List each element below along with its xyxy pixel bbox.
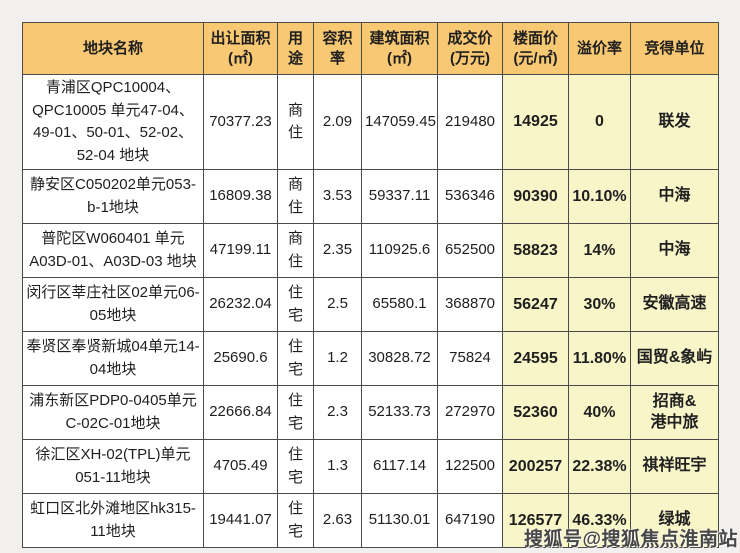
cell-winner: 中海	[630, 169, 719, 224]
table-header-row: 地块名称 出让面积 (㎡) 用途 容积率 建筑面积 (㎡) 成交价 (万元) 楼…	[22, 22, 719, 75]
cell-premium-rate: 40%	[568, 385, 631, 440]
cell-transfer-area: 25690.6	[203, 331, 278, 386]
header-cell-premium-rate: 溢价率	[568, 22, 631, 75]
cell-plot-ratio: 2.35	[313, 223, 362, 278]
table-row: 虹口区北外滩地区hk315-11地块 19441.07 住宅 2.63 5113…	[22, 493, 719, 548]
cell-deal-price: 368870	[437, 277, 503, 332]
cell-plot-ratio: 1.3	[313, 439, 362, 494]
cell-deal-price: 122500	[437, 439, 503, 494]
cell-transfer-area: 16809.38	[203, 169, 278, 224]
cell-building-area: 65580.1	[361, 277, 438, 332]
header-cell-transfer-area: 出让面积 (㎡)	[203, 22, 278, 75]
cell-premium-rate: 30%	[568, 277, 631, 332]
cell-plot-ratio: 2.63	[313, 493, 362, 548]
cell-plot-ratio: 2.3	[313, 385, 362, 440]
cell-floor-price: 56247	[502, 277, 569, 332]
cell-deal-price: 652500	[437, 223, 503, 278]
table-row: 青浦区QPC10004、QPC10005 单元47-04、49-01、50-01…	[22, 74, 719, 170]
cell-building-area: 147059.45	[361, 74, 438, 170]
cell-winner: 国贸&象屿	[630, 331, 719, 386]
cell-premium-rate: 22.38%	[568, 439, 631, 494]
land-parcel-table: 地块名称 出让面积 (㎡) 用途 容积率 建筑面积 (㎡) 成交价 (万元) 楼…	[22, 22, 719, 548]
cell-floor-price: 126577	[502, 493, 569, 548]
cell-deal-price: 219480	[437, 74, 503, 170]
header-cell-plot-ratio: 容积率	[313, 22, 362, 75]
cell-premium-rate: 10.10%	[568, 169, 631, 224]
cell-plot-ratio: 3.53	[313, 169, 362, 224]
cell-deal-price: 75824	[437, 331, 503, 386]
cell-parcel-name: 徐汇区XH-02(TPL)单元051-11地块	[22, 439, 204, 494]
header-cell-building-area: 建筑面积 (㎡)	[361, 22, 438, 75]
cell-parcel-name: 闵行区莘庄社区02单元06-05地块	[22, 277, 204, 332]
cell-use: 住宅	[277, 385, 314, 440]
cell-premium-rate: 0	[568, 74, 631, 170]
table-row: 奉贤区奉贤新城04单元14-04地块 25690.6 住宅 1.2 30828.…	[22, 331, 719, 386]
cell-transfer-area: 4705.49	[203, 439, 278, 494]
table-row: 静安区C050202单元053-b-1地块 16809.38 商住 3.53 5…	[22, 169, 719, 224]
cell-transfer-area: 19441.07	[203, 493, 278, 548]
cell-parcel-name: 普陀区W060401 单元A03D-01、A03D-03 地块	[22, 223, 204, 278]
cell-winner: 祺祥旺宇	[630, 439, 719, 494]
cell-building-area: 52133.73	[361, 385, 438, 440]
cell-deal-price: 536346	[437, 169, 503, 224]
cell-parcel-name: 虹口区北外滩地区hk315-11地块	[22, 493, 204, 548]
cell-transfer-area: 70377.23	[203, 74, 278, 170]
cell-building-area: 51130.01	[361, 493, 438, 548]
cell-use: 住宅	[277, 439, 314, 494]
cell-premium-rate: 14%	[568, 223, 631, 278]
cell-plot-ratio: 2.09	[313, 74, 362, 170]
header-cell-parcel-name: 地块名称	[22, 22, 204, 75]
cell-transfer-area: 26232.04	[203, 277, 278, 332]
table-row: 浦东新区PDP0-0405单元C-02C-01地块 22666.84 住宅 2.…	[22, 385, 719, 440]
cell-deal-price: 272970	[437, 385, 503, 440]
cell-premium-rate: 11.80%	[568, 331, 631, 386]
cell-building-area: 110925.6	[361, 223, 438, 278]
cell-winner: 招商& 港中旅	[630, 385, 719, 440]
cell-parcel-name: 浦东新区PDP0-0405单元C-02C-01地块	[22, 385, 204, 440]
cell-floor-price: 14925	[502, 74, 569, 170]
table-row: 闵行区莘庄社区02单元06-05地块 26232.04 住宅 2.5 65580…	[22, 277, 719, 332]
cell-winner: 中海	[630, 223, 719, 278]
cell-transfer-area: 47199.11	[203, 223, 278, 278]
cell-use: 住宅	[277, 493, 314, 548]
cell-floor-price: 90390	[502, 169, 569, 224]
cell-use: 商住	[277, 74, 314, 170]
cell-building-area: 6117.14	[361, 439, 438, 494]
cell-plot-ratio: 2.5	[313, 277, 362, 332]
cell-premium-rate: 46.33%	[568, 493, 631, 548]
cell-use: 住宅	[277, 277, 314, 332]
cell-floor-price: 52360	[502, 385, 569, 440]
cell-building-area: 30828.72	[361, 331, 438, 386]
cell-winner: 绿城	[630, 493, 719, 548]
cell-parcel-name: 静安区C050202单元053-b-1地块	[22, 169, 204, 224]
cell-parcel-name: 奉贤区奉贤新城04单元14-04地块	[22, 331, 204, 386]
cell-floor-price: 200257	[502, 439, 569, 494]
cell-parcel-name: 青浦区QPC10004、QPC10005 单元47-04、49-01、50-01…	[22, 74, 204, 170]
cell-winner: 安徽高速	[630, 277, 719, 332]
cell-transfer-area: 22666.84	[203, 385, 278, 440]
table-row: 徐汇区XH-02(TPL)单元051-11地块 4705.49 住宅 1.3 6…	[22, 439, 719, 494]
cell-floor-price: 24595	[502, 331, 569, 386]
cell-use: 商住	[277, 223, 314, 278]
cell-use: 商住	[277, 169, 314, 224]
header-cell-floor-price: 楼面价 (元/㎡)	[502, 22, 569, 75]
sohu-watermark: 搜狐号@搜狐焦点淮南站	[523, 529, 738, 550]
cell-plot-ratio: 1.2	[313, 331, 362, 386]
cell-floor-price: 58823	[502, 223, 569, 278]
cell-winner: 联发	[630, 74, 719, 170]
cell-building-area: 59337.11	[361, 169, 438, 224]
header-cell-deal-price: 成交价 (万元)	[437, 22, 503, 75]
header-cell-winner: 竞得单位	[630, 22, 719, 75]
cell-use: 住宅	[277, 331, 314, 386]
header-cell-use: 用途	[277, 22, 314, 75]
table-row: 普陀区W060401 单元A03D-01、A03D-03 地块 47199.11…	[22, 223, 719, 278]
cell-deal-price: 647190	[437, 493, 503, 548]
